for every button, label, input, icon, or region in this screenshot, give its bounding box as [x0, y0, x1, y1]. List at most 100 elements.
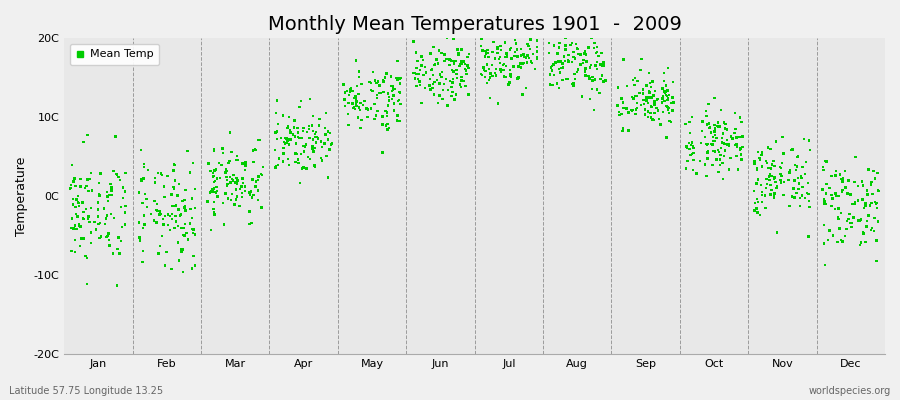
Point [626, 107, 640, 113]
Point [499, 74, 513, 80]
Point [289, 140, 303, 147]
Point [585, 74, 599, 80]
Point [514, 64, 528, 71]
Point [223, 129, 238, 136]
Point [755, 149, 770, 156]
Point [488, 70, 502, 76]
Point [308, 131, 322, 137]
Point [391, 112, 405, 119]
Point [375, 149, 390, 156]
Point [322, 146, 337, 153]
Point [750, 205, 764, 212]
Point [226, 172, 240, 178]
Point [482, 54, 496, 60]
Point [351, 114, 365, 121]
Point [412, 78, 427, 85]
Point [354, 100, 368, 106]
Point [167, 161, 182, 168]
Point [92, 192, 106, 199]
Point [543, 81, 557, 88]
Point [92, 180, 106, 186]
Point [242, 220, 256, 227]
Point [565, 40, 580, 46]
Point [583, 64, 598, 70]
Point [315, 157, 329, 164]
Point [220, 181, 235, 188]
Point [836, 175, 850, 182]
Point [76, 215, 90, 221]
Point [720, 142, 734, 148]
Point [634, 56, 649, 62]
Point [299, 141, 313, 148]
Point [238, 159, 253, 166]
Point [637, 111, 652, 118]
Point [349, 102, 364, 109]
Point [711, 119, 725, 126]
Point [415, 62, 429, 68]
Point [567, 71, 581, 78]
Point [392, 89, 407, 96]
Point [493, 43, 508, 50]
Point [107, 214, 122, 221]
Point [347, 106, 362, 112]
Point [80, 281, 94, 288]
Point [185, 265, 200, 272]
Point [369, 112, 383, 119]
Point [506, 63, 520, 70]
Point [626, 82, 641, 88]
Point [298, 143, 312, 150]
Point [781, 177, 796, 183]
Point [287, 118, 302, 124]
Point [528, 33, 543, 39]
Point [870, 170, 885, 176]
Point [716, 160, 730, 166]
Point [305, 143, 320, 150]
Point [68, 183, 83, 189]
Point [341, 100, 356, 106]
Point [722, 141, 736, 148]
Point [695, 128, 709, 134]
Point [412, 82, 427, 88]
Point [828, 172, 842, 178]
Point [576, 60, 590, 66]
Point [150, 170, 165, 176]
Point [789, 190, 804, 196]
Point [446, 35, 461, 42]
Point [835, 238, 850, 245]
Point [84, 205, 98, 211]
Point [713, 152, 727, 158]
Point [597, 62, 611, 68]
Point [834, 237, 849, 243]
Point [857, 204, 871, 211]
Point [449, 67, 464, 74]
Point [352, 104, 366, 111]
Point [457, 58, 472, 65]
Point [831, 206, 845, 212]
Point [867, 228, 881, 234]
Point [513, 60, 527, 67]
Point [179, 230, 194, 236]
Point [865, 191, 879, 197]
Point [797, 136, 812, 142]
Point [309, 139, 323, 146]
Point [435, 74, 449, 80]
Point [497, 73, 511, 80]
Point [340, 111, 355, 117]
Point [187, 231, 202, 238]
Point [244, 188, 258, 195]
Point [856, 230, 870, 237]
Point [246, 147, 260, 154]
Point [716, 176, 730, 182]
Point [587, 106, 601, 113]
Point [391, 58, 405, 64]
Point [856, 182, 870, 188]
Point [679, 165, 693, 172]
Point [149, 219, 164, 226]
Point [230, 153, 245, 159]
Point [302, 123, 316, 130]
Point [185, 160, 200, 166]
Point [850, 183, 865, 189]
Point [387, 100, 401, 107]
Point [96, 206, 111, 212]
Point [460, 62, 474, 69]
